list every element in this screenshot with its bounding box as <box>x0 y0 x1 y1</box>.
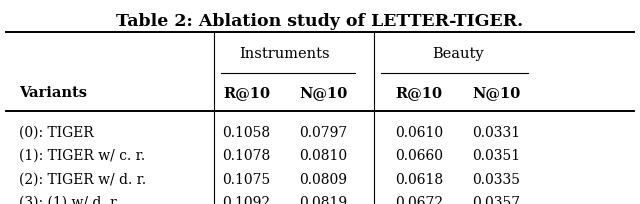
Text: 0.0660: 0.0660 <box>396 149 444 163</box>
Text: 0.0331: 0.0331 <box>472 126 520 140</box>
Text: 0.1078: 0.1078 <box>222 149 271 163</box>
Text: 0.0810: 0.0810 <box>299 149 348 163</box>
Text: 0.0809: 0.0809 <box>300 173 347 186</box>
Text: Instruments: Instruments <box>239 47 330 61</box>
Text: R@10: R@10 <box>396 86 443 100</box>
Text: (1): TIGER w/ c. r.: (1): TIGER w/ c. r. <box>19 149 145 163</box>
Text: (0): TIGER: (0): TIGER <box>19 126 94 140</box>
Text: R@10: R@10 <box>223 86 270 100</box>
Text: N@10: N@10 <box>472 86 520 100</box>
Text: 0.0618: 0.0618 <box>395 173 444 186</box>
Text: 0.0610: 0.0610 <box>395 126 444 140</box>
Text: 0.1058: 0.1058 <box>222 126 271 140</box>
Text: (2): TIGER w/ d. r.: (2): TIGER w/ d. r. <box>19 173 147 186</box>
Text: 0.0819: 0.0819 <box>299 196 348 204</box>
Text: 0.0357: 0.0357 <box>472 196 520 204</box>
Text: Variants: Variants <box>19 86 87 100</box>
Text: N@10: N@10 <box>299 86 348 100</box>
Text: 0.0672: 0.0672 <box>395 196 444 204</box>
Text: 0.1092: 0.1092 <box>222 196 271 204</box>
Text: 0.0351: 0.0351 <box>472 149 520 163</box>
Text: 0.0797: 0.0797 <box>299 126 348 140</box>
Text: Table 2: Ablation study of LETTER-TIGER.: Table 2: Ablation study of LETTER-TIGER. <box>116 13 524 30</box>
Text: 0.0335: 0.0335 <box>472 173 520 186</box>
Text: Beauty: Beauty <box>432 47 483 61</box>
Text: 0.1075: 0.1075 <box>222 173 271 186</box>
Text: (3): (1) w/ d. r.: (3): (1) w/ d. r. <box>19 196 120 204</box>
